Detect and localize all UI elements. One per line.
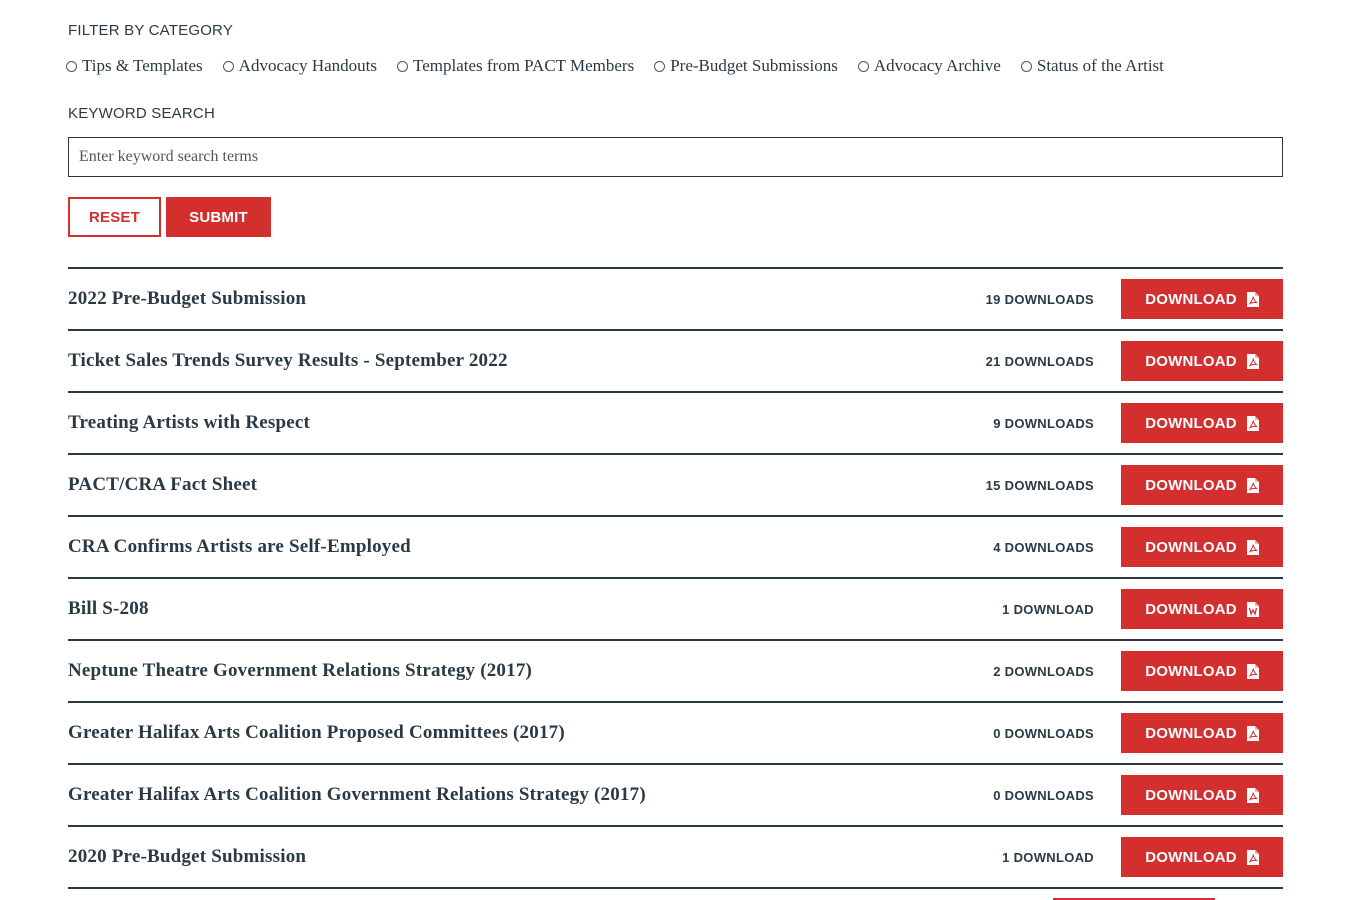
next-download-button-partial[interactable] — [1053, 898, 1215, 900]
pdf-icon — [1246, 415, 1259, 431]
download-button-label: DOWNLOAD — [1145, 848, 1237, 866]
download-button[interactable]: DOWNLOAD — [1121, 775, 1283, 815]
download-button-label: DOWNLOAD — [1145, 724, 1237, 742]
submit-button[interactable]: SUBMIT — [166, 197, 271, 237]
category-radio-group: Tips & Templates Advocacy Handouts Templ… — [66, 56, 1184, 76]
radio-label: Pre-Budget Submissions — [670, 56, 838, 75]
pdf-icon — [1246, 291, 1259, 307]
download-button[interactable]: DOWNLOAD — [1121, 341, 1283, 381]
pdf-icon — [1246, 787, 1259, 803]
document-title: Bill S-208 — [68, 598, 149, 619]
download-count: 15 DOWNLOADS — [985, 477, 1094, 493]
document-row: 2020 Pre-Budget Submission 1 DOWNLOAD DOWN… — [68, 827, 1283, 889]
download-button-label: DOWNLOAD — [1145, 414, 1237, 432]
download-count: 0 DOWNLOADS — [993, 725, 1094, 741]
pdf-icon — [1246, 539, 1259, 555]
download-button[interactable]: DOWNLOAD — [1121, 651, 1283, 691]
download-button-label: DOWNLOAD — [1145, 352, 1237, 370]
radio-label: Status of the Artist — [1036, 56, 1164, 75]
download-button[interactable]: DOWNLOAD — [1121, 527, 1283, 567]
document-row: Treating Artists with Respect 9 DOWNLOADS… — [68, 393, 1283, 455]
download-count: 1 DOWNLOAD — [1002, 849, 1094, 865]
document-title: Neptune Theatre Government Relations Str… — [68, 660, 533, 681]
download-button[interactable]: DOWNLOAD — [1121, 713, 1283, 753]
keyword-search-label: KEYWORD SEARCH — [68, 105, 215, 122]
download-count: 4 DOWNLOADS — [993, 539, 1094, 555]
radio-button-icon[interactable] — [397, 60, 408, 72]
radio-label: Templates from PACT Members — [413, 56, 635, 75]
download-button[interactable]: DOWNLOAD — [1121, 279, 1283, 319]
document-row: CRA Confirms Artists are Self-Employed 4 … — [68, 517, 1283, 579]
radio-button-icon[interactable] — [222, 60, 234, 72]
document-row: 2022 Pre-Budget Submission 19 DOWNLOADS DO… — [68, 269, 1283, 331]
radio-status-of-the-artist[interactable]: Status of the Artist — [1020, 56, 1164, 76]
download-count: 9 DOWNLOADS — [993, 415, 1094, 431]
document-title: CRA Confirms Artists are Self-Employed — [68, 536, 411, 557]
reset-button[interactable]: RESET — [68, 197, 161, 237]
download-button[interactable]: DOWNLOAD — [1121, 465, 1283, 505]
pdf-icon — [1246, 477, 1259, 493]
radio-pre-budget-submissions[interactable]: Pre-Budget Submissions — [654, 56, 838, 76]
document-title: 2020 Pre-Budget Submission — [68, 846, 307, 867]
document-title: Ticket Sales Trends Survey Results - Sep… — [68, 350, 508, 371]
document-list: 2022 Pre-Budget Submission 19 DOWNLOADS DO… — [68, 267, 1283, 889]
download-button-label: DOWNLOAD — [1145, 600, 1237, 618]
download-button-label: DOWNLOAD — [1145, 538, 1237, 556]
download-count: 2 DOWNLOADS — [993, 663, 1094, 679]
radio-button-icon[interactable] — [654, 60, 666, 72]
download-button[interactable]: DOWNLOAD — [1121, 837, 1283, 877]
document-row: Greater Halifax Arts Coalition Governmen… — [68, 765, 1283, 827]
word-icon — [1246, 601, 1259, 617]
download-button[interactable]: DOWNLOAD — [1121, 403, 1283, 443]
radio-label: Advocacy Archive — [873, 56, 1001, 75]
radio-label: Tips & Templates — [82, 56, 203, 75]
radio-advocacy-archive[interactable]: Advocacy Archive — [857, 56, 1001, 76]
filter-by-category-label: FILTER BY CATEGORY — [68, 22, 234, 39]
download-count: 19 DOWNLOADS — [985, 291, 1094, 307]
download-button-label: DOWNLOAD — [1145, 476, 1237, 494]
download-button[interactable]: DOWNLOAD — [1121, 589, 1283, 629]
document-title: Treating Artists with Respect — [68, 412, 311, 433]
document-row: Ticket Sales Trends Survey Results - Sep… — [68, 331, 1283, 393]
download-button-label: DOWNLOAD — [1145, 290, 1237, 308]
download-count: 0 DOWNLOADS — [993, 787, 1094, 803]
pdf-icon — [1246, 353, 1259, 369]
keyword-search-input[interactable] — [68, 137, 1283, 177]
download-button-label: DOWNLOAD — [1145, 786, 1237, 804]
radio-button-icon[interactable] — [1020, 60, 1032, 72]
document-row: PACT/CRA Fact Sheet 15 DOWNLOADS DOWNLOAD — [68, 455, 1283, 517]
radio-button-icon[interactable] — [857, 60, 869, 72]
download-button-label: DOWNLOAD — [1145, 662, 1237, 680]
download-count: 1 DOWNLOAD — [1002, 601, 1094, 617]
document-title: Greater Halifax Arts Coalition Governmen… — [68, 784, 646, 805]
radio-templates-pact-members[interactable]: Templates from PACT Members — [397, 56, 634, 76]
download-count: 21 DOWNLOADS — [985, 353, 1094, 369]
document-row: Neptune Theatre Government Relations Str… — [68, 641, 1283, 703]
document-row: Bill S-208 1 DOWNLOAD DOWNLOAD — [68, 579, 1283, 641]
document-row: Greater Halifax Arts Coalition Proposed … — [68, 703, 1283, 765]
document-title: PACT/CRA Fact Sheet — [68, 474, 258, 495]
pdf-icon — [1246, 725, 1259, 741]
document-title: 2022 Pre-Budget Submission — [68, 288, 307, 309]
pdf-icon — [1246, 849, 1259, 865]
pdf-icon — [1246, 663, 1259, 679]
document-title: Greater Halifax Arts Coalition Proposed … — [68, 722, 565, 743]
radio-label: Advocacy Handouts — [238, 56, 377, 75]
radio-tips-templates[interactable]: Tips & Templates — [66, 56, 203, 76]
radio-advocacy-handouts[interactable]: Advocacy Handouts — [222, 56, 377, 76]
radio-button-icon[interactable] — [66, 60, 77, 72]
